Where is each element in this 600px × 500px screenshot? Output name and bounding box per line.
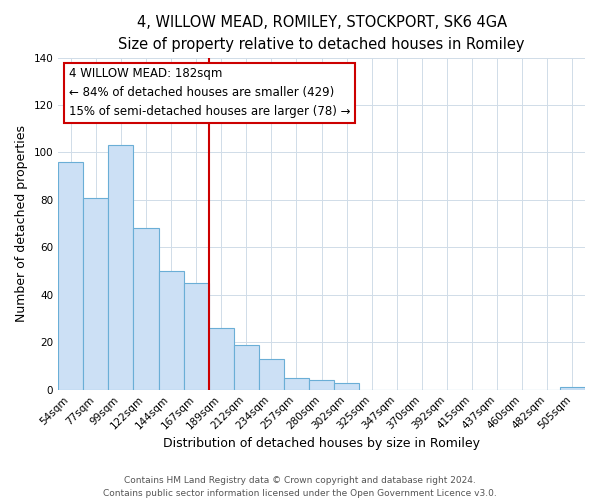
Y-axis label: Number of detached properties: Number of detached properties [15,125,28,322]
Bar [284,378,309,390]
Bar [334,382,359,390]
Bar [58,162,83,390]
Title: 4, WILLOW MEAD, ROMILEY, STOCKPORT, SK6 4GA
Size of property relative to detache: 4, WILLOW MEAD, ROMILEY, STOCKPORT, SK6 … [118,15,525,52]
X-axis label: Distribution of detached houses by size in Romiley: Distribution of detached houses by size … [163,437,480,450]
Bar [184,283,209,390]
Bar [109,146,133,390]
Bar [83,198,109,390]
Text: Contains HM Land Registry data © Crown copyright and database right 2024.
Contai: Contains HM Land Registry data © Crown c… [103,476,497,498]
Bar [209,328,234,390]
Bar [309,380,334,390]
Bar [158,271,184,390]
Text: 4 WILLOW MEAD: 182sqm
← 84% of detached houses are smaller (429)
15% of semi-det: 4 WILLOW MEAD: 182sqm ← 84% of detached … [69,68,350,118]
Bar [234,344,259,390]
Bar [560,388,585,390]
Bar [133,228,158,390]
Bar [259,359,284,390]
